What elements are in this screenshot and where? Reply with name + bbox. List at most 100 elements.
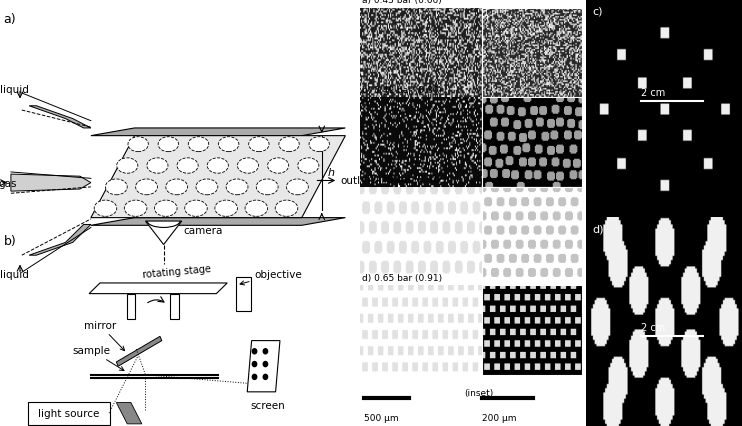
- Ellipse shape: [165, 180, 188, 195]
- Text: (inset): (inset): [464, 388, 493, 397]
- Ellipse shape: [136, 180, 157, 195]
- Polygon shape: [91, 136, 345, 218]
- Ellipse shape: [245, 201, 268, 217]
- Ellipse shape: [222, 140, 236, 150]
- Circle shape: [263, 362, 268, 367]
- Ellipse shape: [279, 137, 299, 153]
- Ellipse shape: [158, 137, 179, 153]
- Polygon shape: [145, 222, 182, 245]
- Circle shape: [263, 374, 268, 380]
- Text: b) 0.49 bar (0.80): b) 0.49 bar (0.80): [362, 86, 442, 95]
- Circle shape: [252, 362, 257, 367]
- Polygon shape: [116, 403, 142, 424]
- Ellipse shape: [94, 201, 116, 217]
- Text: camera: camera: [183, 225, 223, 235]
- Text: b): b): [4, 234, 16, 247]
- Text: outlet: outlet: [340, 176, 370, 186]
- Ellipse shape: [218, 137, 239, 153]
- Ellipse shape: [256, 180, 278, 195]
- Ellipse shape: [260, 182, 275, 193]
- Ellipse shape: [226, 180, 248, 195]
- Ellipse shape: [158, 203, 174, 214]
- Text: screen: screen: [251, 400, 286, 410]
- Text: c) 0.59 bar (0.91): c) 0.59 bar (0.91): [362, 175, 441, 184]
- Ellipse shape: [298, 158, 319, 174]
- Text: objective: objective: [240, 269, 302, 285]
- Ellipse shape: [177, 158, 198, 174]
- Ellipse shape: [252, 140, 266, 150]
- Ellipse shape: [278, 203, 295, 214]
- Polygon shape: [91, 218, 345, 226]
- Ellipse shape: [180, 161, 195, 172]
- Polygon shape: [89, 283, 227, 294]
- FancyBboxPatch shape: [28, 402, 110, 425]
- Ellipse shape: [275, 201, 298, 217]
- Text: 2 cm: 2 cm: [641, 88, 665, 98]
- Ellipse shape: [286, 180, 309, 195]
- Ellipse shape: [139, 182, 154, 193]
- Polygon shape: [247, 341, 280, 392]
- Polygon shape: [116, 337, 162, 366]
- Polygon shape: [29, 225, 91, 256]
- Text: a) 0.43 bar (0.66): a) 0.43 bar (0.66): [362, 0, 441, 5]
- Polygon shape: [91, 129, 345, 136]
- Ellipse shape: [200, 182, 214, 193]
- Bar: [170, 294, 179, 320]
- Ellipse shape: [196, 180, 218, 195]
- Ellipse shape: [237, 158, 258, 174]
- Text: 200 µm: 200 µm: [482, 413, 516, 422]
- Circle shape: [252, 374, 257, 380]
- Ellipse shape: [150, 161, 165, 172]
- Ellipse shape: [229, 182, 245, 193]
- Text: gas: gas: [0, 178, 16, 188]
- Text: d) 0.65 bar (0.91): d) 0.65 bar (0.91): [362, 273, 442, 282]
- Text: rotating stage: rotating stage: [142, 263, 211, 279]
- Ellipse shape: [188, 137, 209, 153]
- Ellipse shape: [249, 203, 264, 214]
- Ellipse shape: [97, 203, 114, 214]
- Ellipse shape: [128, 203, 143, 214]
- Ellipse shape: [249, 137, 269, 153]
- Bar: [236, 277, 251, 311]
- Ellipse shape: [268, 158, 289, 174]
- Ellipse shape: [125, 201, 147, 217]
- Ellipse shape: [109, 182, 124, 193]
- Text: d): d): [592, 224, 604, 233]
- Ellipse shape: [116, 158, 138, 174]
- Ellipse shape: [271, 161, 286, 172]
- Circle shape: [252, 349, 257, 354]
- Ellipse shape: [301, 161, 315, 172]
- Polygon shape: [11, 175, 91, 192]
- Ellipse shape: [312, 140, 326, 150]
- Ellipse shape: [169, 182, 184, 193]
- Text: liquid: liquid: [0, 84, 29, 95]
- Ellipse shape: [161, 140, 175, 150]
- Ellipse shape: [147, 158, 168, 174]
- Ellipse shape: [154, 201, 177, 217]
- Circle shape: [263, 349, 268, 354]
- Text: c): c): [592, 6, 603, 17]
- Ellipse shape: [128, 137, 148, 153]
- Text: sample: sample: [73, 345, 124, 371]
- Polygon shape: [29, 106, 91, 129]
- Text: liquid: liquid: [0, 270, 29, 280]
- Ellipse shape: [215, 201, 237, 217]
- Text: mirror: mirror: [84, 320, 125, 351]
- Text: light source: light source: [39, 408, 99, 418]
- Text: 500 µm: 500 µm: [364, 413, 399, 422]
- Ellipse shape: [218, 203, 234, 214]
- Bar: [127, 294, 135, 320]
- Text: a): a): [4, 13, 16, 26]
- Ellipse shape: [309, 137, 329, 153]
- Ellipse shape: [185, 201, 207, 217]
- Ellipse shape: [131, 140, 145, 150]
- Ellipse shape: [282, 140, 296, 150]
- Ellipse shape: [207, 158, 229, 174]
- Ellipse shape: [105, 180, 127, 195]
- Ellipse shape: [191, 140, 206, 150]
- Ellipse shape: [240, 161, 255, 172]
- Ellipse shape: [188, 203, 204, 214]
- Text: 2 cm: 2 cm: [641, 322, 665, 332]
- Ellipse shape: [211, 161, 225, 172]
- Ellipse shape: [120, 161, 134, 172]
